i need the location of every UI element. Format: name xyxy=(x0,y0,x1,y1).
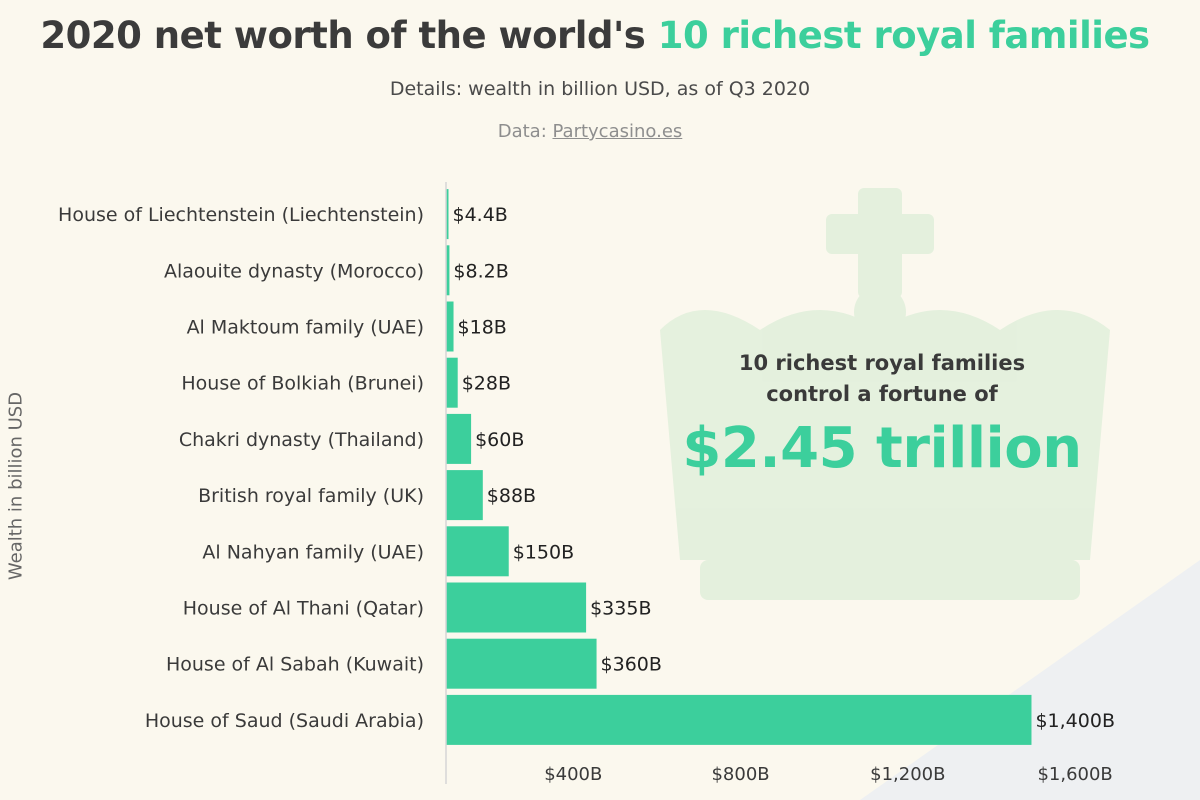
bar xyxy=(446,470,483,521)
bar xyxy=(446,413,472,464)
data-label: $4.4B xyxy=(453,204,508,226)
data-label: $1,400B xyxy=(1035,710,1115,732)
data-label: $88B xyxy=(487,485,536,507)
category-label: Al Nahyan family (UAE) xyxy=(202,541,424,563)
data-label: $18B xyxy=(458,317,507,339)
title-part-1: 2020 net worth of the world's xyxy=(40,14,646,57)
data-label: $335B xyxy=(590,598,651,620)
bar xyxy=(446,245,450,296)
category-label: British royal family (UK) xyxy=(198,485,424,507)
data-label: $150B xyxy=(513,541,574,563)
category-label: Alaouite dynasty (Morocco) xyxy=(164,260,424,282)
callout-line-2: control a fortune of xyxy=(766,382,998,406)
bar xyxy=(446,582,587,633)
source-prefix: Data: xyxy=(497,121,547,142)
data-label: $28B xyxy=(462,373,511,395)
bar xyxy=(446,301,454,352)
x-tick-label: $1,200B xyxy=(870,764,945,785)
crown-watermark-icon xyxy=(660,188,1110,600)
chart-subtitle: Details: wealth in billion USD, as of Q3… xyxy=(389,78,811,100)
bar xyxy=(446,189,449,240)
data-source: Data: Partycasino.es xyxy=(0,121,1180,142)
category-label: House of Al Sabah (Kuwait) xyxy=(166,654,424,676)
bar xyxy=(446,526,509,577)
title-part-2: 10 richest royal families xyxy=(657,14,1150,57)
x-tick-label: $1,600B xyxy=(1037,764,1112,785)
bar xyxy=(446,638,597,689)
bar xyxy=(446,357,458,408)
category-label: House of Al Thani (Qatar) xyxy=(183,598,424,620)
total-callout: 10 richest royal families control a fort… xyxy=(682,348,1082,481)
data-label: $60B xyxy=(475,429,524,451)
data-label: $360B xyxy=(601,654,662,676)
category-label: House of Saud (Saudi Arabia) xyxy=(145,710,424,732)
callout-line-1: 10 richest royal families xyxy=(738,351,1026,375)
source-link[interactable]: Partycasino.es xyxy=(552,121,683,142)
category-label: House of Bolkiah (Brunei) xyxy=(181,373,424,395)
callout-total: $2.45 trillion xyxy=(682,416,1082,481)
category-label: Al Maktoum family (UAE) xyxy=(187,317,424,339)
bar xyxy=(446,694,1032,745)
category-label: House of Liechtenstein (Liechtenstein) xyxy=(58,204,424,226)
data-label: $8.2B xyxy=(453,260,508,282)
chart-title: 2020 net worth of the world's 10 richest… xyxy=(0,14,1190,57)
x-tick-label: $800B xyxy=(711,764,769,785)
x-tick-label: $400B xyxy=(544,764,602,785)
category-label: Chakri dynasty (Thailand) xyxy=(179,429,424,451)
